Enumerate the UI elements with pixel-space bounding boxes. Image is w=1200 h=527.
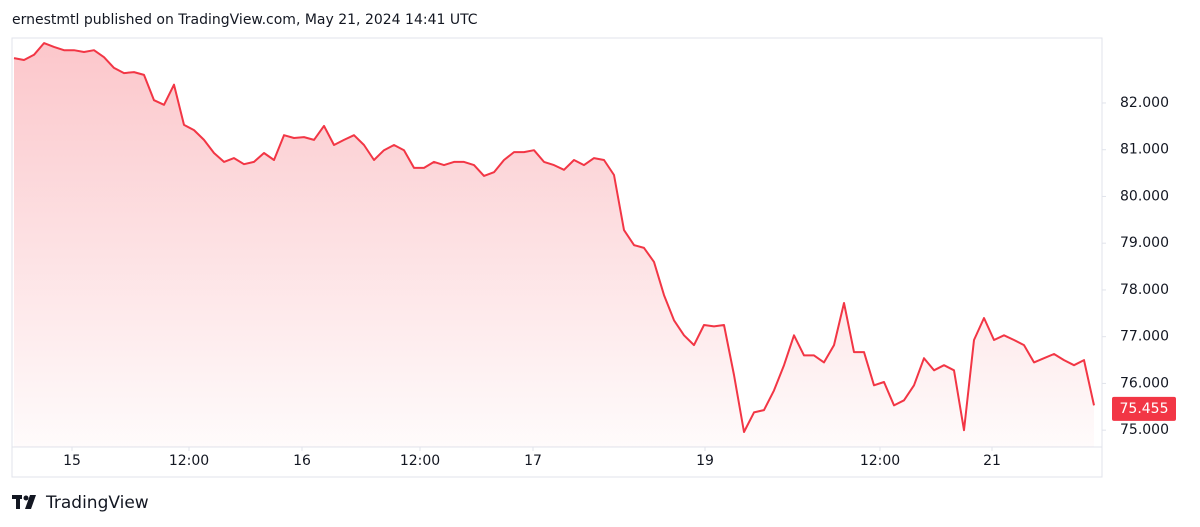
y-tick-label: 80.000 [1120, 188, 1169, 204]
x-tick-label: 12:00 [169, 453, 209, 469]
x-tick-label: 12:00 [400, 453, 440, 469]
x-tick-label: 19 [696, 453, 714, 469]
x-tick-label: 12:00 [860, 453, 900, 469]
last-price-box [1112, 396, 1176, 421]
y-tick-label: 75.000 [1120, 422, 1169, 438]
x-tick-label: 21 [983, 453, 1001, 469]
area [14, 43, 1094, 447]
y-tick-label: 82.000 [1120, 95, 1169, 111]
y-tick-label: 79.000 [1120, 235, 1169, 251]
y-tick-label: 78.000 [1120, 282, 1169, 298]
logo [12, 495, 36, 509]
x-tick-label: 15 [63, 453, 81, 469]
brand: TradingView [45, 493, 149, 513]
last-price-label: 75.455 [1120, 401, 1169, 417]
x-tick-label: 17 [524, 453, 542, 469]
y-tick-label: 81.000 [1120, 142, 1169, 158]
y-tick-label: 77.000 [1120, 329, 1169, 345]
y-tick-label: 76.000 [1120, 375, 1169, 391]
price-line [13, 42, 1095, 433]
plot-frame [11, 37, 1103, 478]
header: ernestmtl published on TradingView.com, … [12, 12, 478, 28]
x-tick-label: 16 [293, 453, 311, 469]
